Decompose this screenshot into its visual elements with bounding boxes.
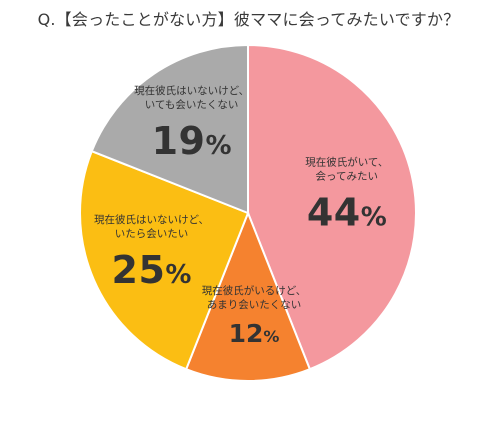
slice-4-label-line-2: いても会いたくない (145, 98, 239, 111)
slice-1-label-line-1: 現在彼氏がいて、 (305, 156, 388, 169)
pie-slice-1 (247, 43, 417, 371)
slice-2-label-line-1: 現在彼氏がいるけど、 (202, 284, 306, 297)
chart-title: Q.【会ったことがない方】彼ママに会ってみたいですか？ (37, 10, 460, 29)
pie-slice-2 (184, 210, 312, 382)
slice-4-value-label: 19% (152, 119, 232, 163)
pie-labels: 現在彼氏がいて、会ってみたい 44% 現在彼氏がいるけど、あまり会いたくない 12% 現… (94, 84, 388, 348)
pie-slice-4 (90, 43, 249, 215)
slice-1-value-label: 44% (307, 191, 387, 235)
pie-slice-3 (79, 149, 250, 371)
slice-4-label-line-1: 現在彼氏はいないけど、 (134, 84, 249, 97)
slice-3-label-line-2: いたら会いたい (115, 227, 189, 240)
slice-3-label-line-1: 現在彼氏はいないけど、 (94, 213, 209, 226)
slice-1-label-line-2: 会ってみたい (316, 170, 378, 183)
pie-slices (79, 43, 417, 382)
slice-2-value-label: 12% (229, 319, 280, 348)
slice-3-value-label: 25% (112, 248, 192, 292)
slice-2-label-line-2: あまり会いたくない (207, 298, 302, 311)
